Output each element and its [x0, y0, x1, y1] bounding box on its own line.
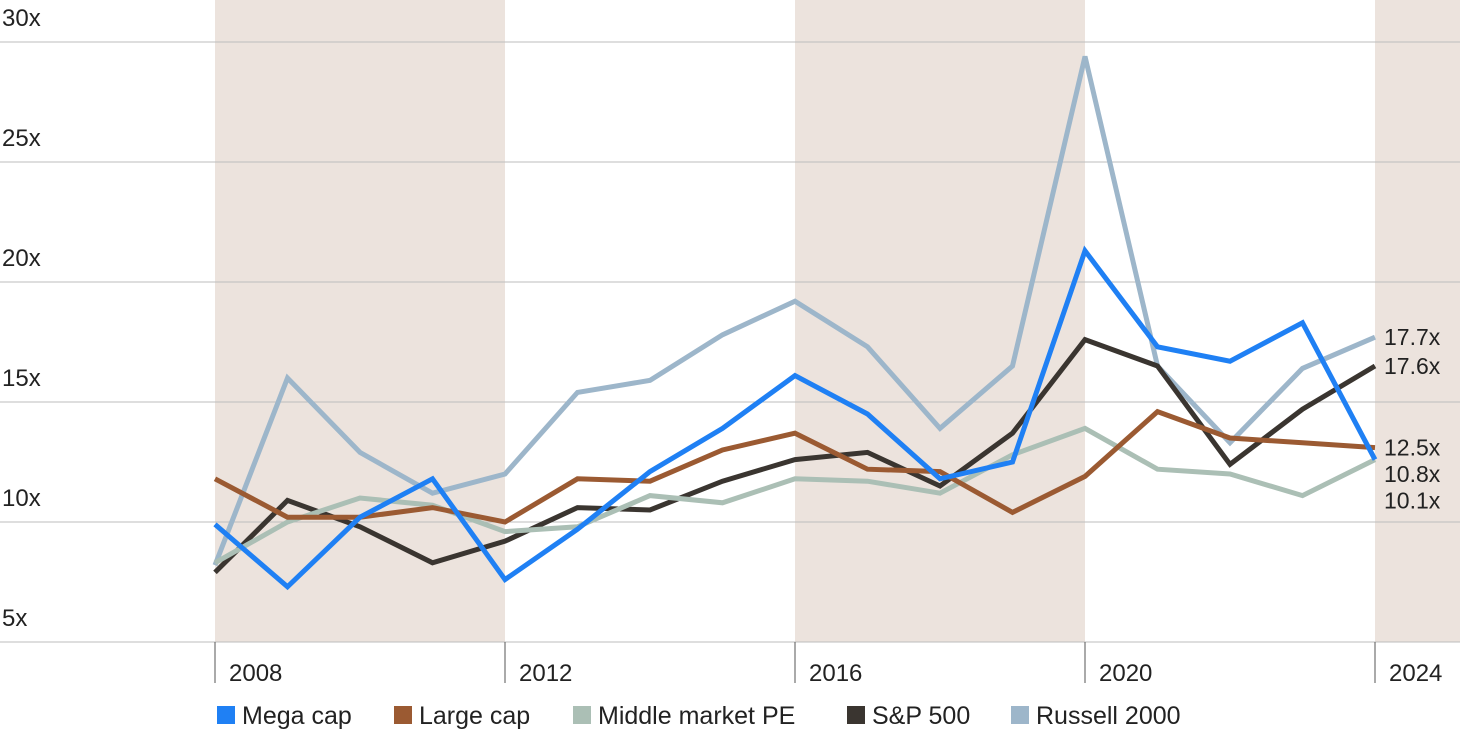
y-tick-label: 20x: [2, 245, 41, 272]
legend-label: Mega cap: [242, 702, 352, 730]
x-tick-label: 2012: [519, 660, 572, 687]
shaded-period-0: [215, 0, 505, 642]
x-tick-label: 2016: [809, 660, 862, 687]
end-value-label: 10.1x: [1384, 487, 1441, 513]
gridlines: [0, 41, 1460, 643]
series-line-s-p-500: [213, 336, 1377, 575]
legend-item-mega-cap: Mega cap: [217, 702, 352, 730]
series-lines: [212, 55, 1378, 591]
end-value-label: 17.6x: [1384, 353, 1441, 379]
series-line-russell-2000: [212, 55, 1376, 567]
x-tick-label: 2024: [1389, 660, 1442, 687]
legend-swatch: [394, 706, 412, 724]
y-tick-label: 15x: [2, 365, 41, 392]
shaded-period-2: [1375, 0, 1460, 642]
end-value-label: 12.5x: [1384, 435, 1441, 461]
y-tick-label: 5x: [2, 605, 27, 632]
shaded-period-1: [795, 0, 1085, 642]
legend-swatch: [847, 706, 865, 724]
legend-item-middle-market-pe: Middle market PE: [573, 702, 795, 730]
y-axis-ticks: 5x 10x 15x 20x 25x 30x: [2, 5, 41, 632]
x-axis-ticks: 2008 2012 2016 2020 2024: [214, 642, 1442, 687]
end-value-label: 10.8x: [1384, 461, 1441, 487]
series-line-middle-market-pe: [213, 425, 1377, 565]
series-line-mega-cap: [213, 245, 1378, 591]
legend-item-large-cap: Large cap: [394, 702, 530, 730]
legend-label: Large cap: [419, 702, 530, 730]
legend-label: S&P 500: [872, 702, 970, 730]
legend-swatch: [573, 706, 591, 724]
y-tick-label: 10x: [2, 485, 41, 512]
legend-item-s-p-500: S&P 500: [847, 702, 970, 730]
legend-swatch: [217, 706, 235, 724]
x-tick-label: 2008: [229, 660, 282, 687]
end-value-label: 17.7x: [1384, 324, 1441, 350]
series-line-large-cap: [213, 408, 1376, 525]
y-tick-label: 30x: [2, 5, 41, 32]
y-tick-label: 25x: [2, 125, 41, 152]
legend: Mega cap Large cap Middle market PE S&P 500…: [217, 702, 1181, 730]
legend-label: Middle market PE: [598, 702, 795, 730]
legend-swatch: [1011, 706, 1029, 724]
legend-item-russell-2000: Russell 2000: [1011, 702, 1181, 730]
x-tick-label: 2020: [1099, 660, 1152, 687]
legend-label: Russell 2000: [1036, 702, 1181, 730]
